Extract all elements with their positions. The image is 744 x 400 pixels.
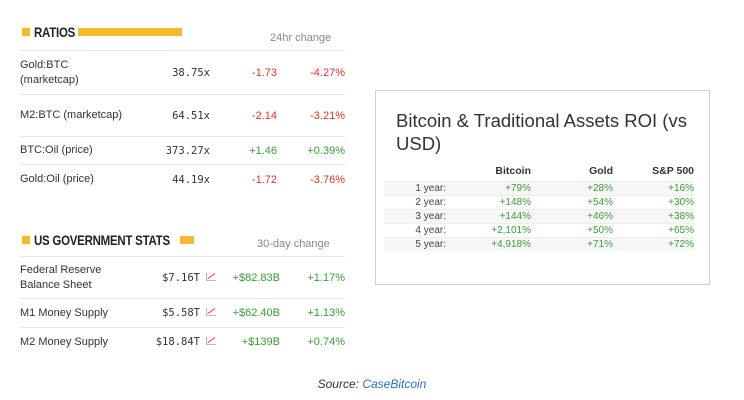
- roi-sp500: +72%: [613, 237, 694, 251]
- ratio-name: Gold:Oil (price): [20, 164, 130, 195]
- ratio-value: 373.27x: [130, 136, 210, 165]
- roi-header-gold: Gold: [589, 165, 613, 177]
- roi-header-row: Bitcoin Gold S&P 500: [384, 165, 694, 182]
- table-row: 5 year: +4,918% +71% +72%: [384, 237, 694, 251]
- ratio-name: M2:BTC (marketcap): [20, 94, 130, 137]
- ratio-abs-change: +1.46: [210, 136, 277, 165]
- ratio-pct-change: -3.21%: [277, 94, 345, 137]
- table-row: 1 year: +79% +28% +16%: [384, 181, 694, 196]
- accent-square: [22, 236, 30, 244]
- ratios-table: Gold:BTC (marketcap) 38.75x -1.73 -4.27%…: [20, 50, 345, 195]
- gov-table: Federal Reserve Balance Sheet $7.16T +$8…: [20, 256, 345, 357]
- chart-icon[interactable]: [206, 337, 216, 346]
- roi-gold: +50%: [531, 223, 613, 238]
- accent-bar: [78, 28, 183, 36]
- table-row: 4 year: +2,101% +50% +65%: [384, 223, 694, 238]
- table-row: M1 Money Supply $5.58T +$62.40B +1.13%: [20, 298, 345, 328]
- stat-abs-change: +$62.40B: [222, 298, 280, 328]
- ratio-abs-change: -1.73: [210, 50, 277, 95]
- roi-header-bitcoin: Bitcoin: [495, 165, 531, 177]
- roi-bitcoin: +4,918%: [446, 237, 531, 251]
- roi-table: Bitcoin Gold S&P 500 1 year: +79% +28% +…: [384, 165, 694, 251]
- table-row: M2:BTC (marketcap) 64.51x -2.14 -3.21%: [20, 94, 345, 137]
- chart-icon[interactable]: [206, 272, 216, 281]
- roi-period: 3 year:: [384, 209, 446, 224]
- roi-bitcoin: +79%: [446, 181, 531, 196]
- stat-name: Federal Reserve Balance Sheet: [20, 256, 130, 299]
- stat-abs-change: +$82.83B: [222, 256, 280, 299]
- ratio-value: 38.75x: [130, 50, 210, 95]
- ratio-value: 44.19x: [130, 164, 210, 195]
- ratios-change-label: 24hr change: [270, 32, 332, 44]
- ratio-abs-change: -1.72: [210, 164, 277, 195]
- roi-sp500: +16%: [613, 181, 694, 196]
- ratio-pct-change: -4.27%: [277, 50, 345, 95]
- roi-period: 5 year:: [384, 237, 446, 251]
- table-row: Federal Reserve Balance Sheet $7.16T +$8…: [20, 256, 345, 299]
- chart-cell[interactable]: [200, 327, 222, 357]
- stat-abs-change: +$139B: [222, 327, 280, 357]
- accent-square: [22, 28, 30, 36]
- roi-sp500: +38%: [613, 209, 694, 224]
- chart-cell[interactable]: [200, 256, 222, 299]
- ratio-abs-change: -2.14: [210, 94, 277, 137]
- chart-icon[interactable]: [206, 308, 216, 316]
- ratio-pct-change: +0.39%: [277, 136, 345, 165]
- roi-gold: +54%: [531, 195, 613, 210]
- roi-panel: Bitcoin & Traditional Assets ROI (vs USD…: [375, 90, 710, 285]
- gov-change-label: 30-day change: [257, 238, 330, 250]
- chart-cell[interactable]: [200, 298, 222, 328]
- stat-pct-change: +1.17%: [280, 256, 345, 299]
- source-caption: Source: CaseBitcoin: [0, 377, 744, 391]
- accent-bar: [179, 236, 194, 244]
- stat-name: M1 Money Supply: [20, 298, 130, 328]
- stat-pct-change: +1.13%: [280, 298, 345, 328]
- roi-gold: +46%: [531, 209, 613, 224]
- table-row: Gold:BTC (marketcap) 38.75x -1.73 -4.27%: [20, 50, 345, 95]
- roi-sp500: +30%: [613, 195, 694, 210]
- stat-name: M2 Money Supply: [20, 327, 130, 357]
- table-row: BTC:Oil (price) 373.27x +1.46 +0.39%: [20, 136, 345, 165]
- roi-header: [384, 165, 446, 182]
- stat-value: $5.58T: [130, 298, 200, 328]
- ratio-name: Gold:BTC (marketcap): [20, 50, 130, 95]
- table-row: 2 year: +148% +54% +30%: [384, 195, 694, 210]
- roi-sp500: +65%: [613, 223, 694, 238]
- table-row: M2 Money Supply $18.84T +$139B +0.74%: [20, 327, 345, 357]
- source-prefix: Source:: [317, 377, 359, 391]
- ratio-pct-change: -3.76%: [277, 164, 345, 195]
- stat-value: $7.16T: [130, 256, 200, 299]
- gov-title: US GOVERNMENT STATS: [22, 232, 194, 248]
- stat-pct-change: +0.74%: [280, 327, 345, 357]
- roi-header-sp500: S&P 500: [652, 165, 694, 177]
- ratios-title-text: RATIOS: [34, 24, 76, 40]
- ratios-title: RATIOS: [22, 24, 183, 40]
- gov-title-text: US GOVERNMENT STATS: [34, 232, 170, 248]
- roi-bitcoin: +148%: [446, 195, 531, 210]
- roi-bitcoin: +2,101%: [446, 223, 531, 238]
- roi-period: 2 year:: [384, 195, 446, 210]
- source-link[interactable]: CaseBitcoin: [362, 377, 427, 391]
- roi-period: 4 year:: [384, 223, 446, 238]
- roi-title: Bitcoin & Traditional Assets ROI (vs USD…: [396, 110, 687, 154]
- roi-gold: +28%: [531, 181, 613, 196]
- stat-value: $18.84T: [130, 327, 200, 357]
- roi-gold: +71%: [531, 237, 613, 251]
- ratio-value: 64.51x: [130, 94, 210, 137]
- table-row: 3 year: +144% +46% +38%: [384, 209, 694, 224]
- roi-bitcoin: +144%: [446, 209, 531, 224]
- ratio-name: BTC:Oil (price): [20, 136, 130, 165]
- roi-period: 1 year:: [384, 181, 446, 196]
- table-row: Gold:Oil (price) 44.19x -1.72 -3.76%: [20, 164, 345, 195]
